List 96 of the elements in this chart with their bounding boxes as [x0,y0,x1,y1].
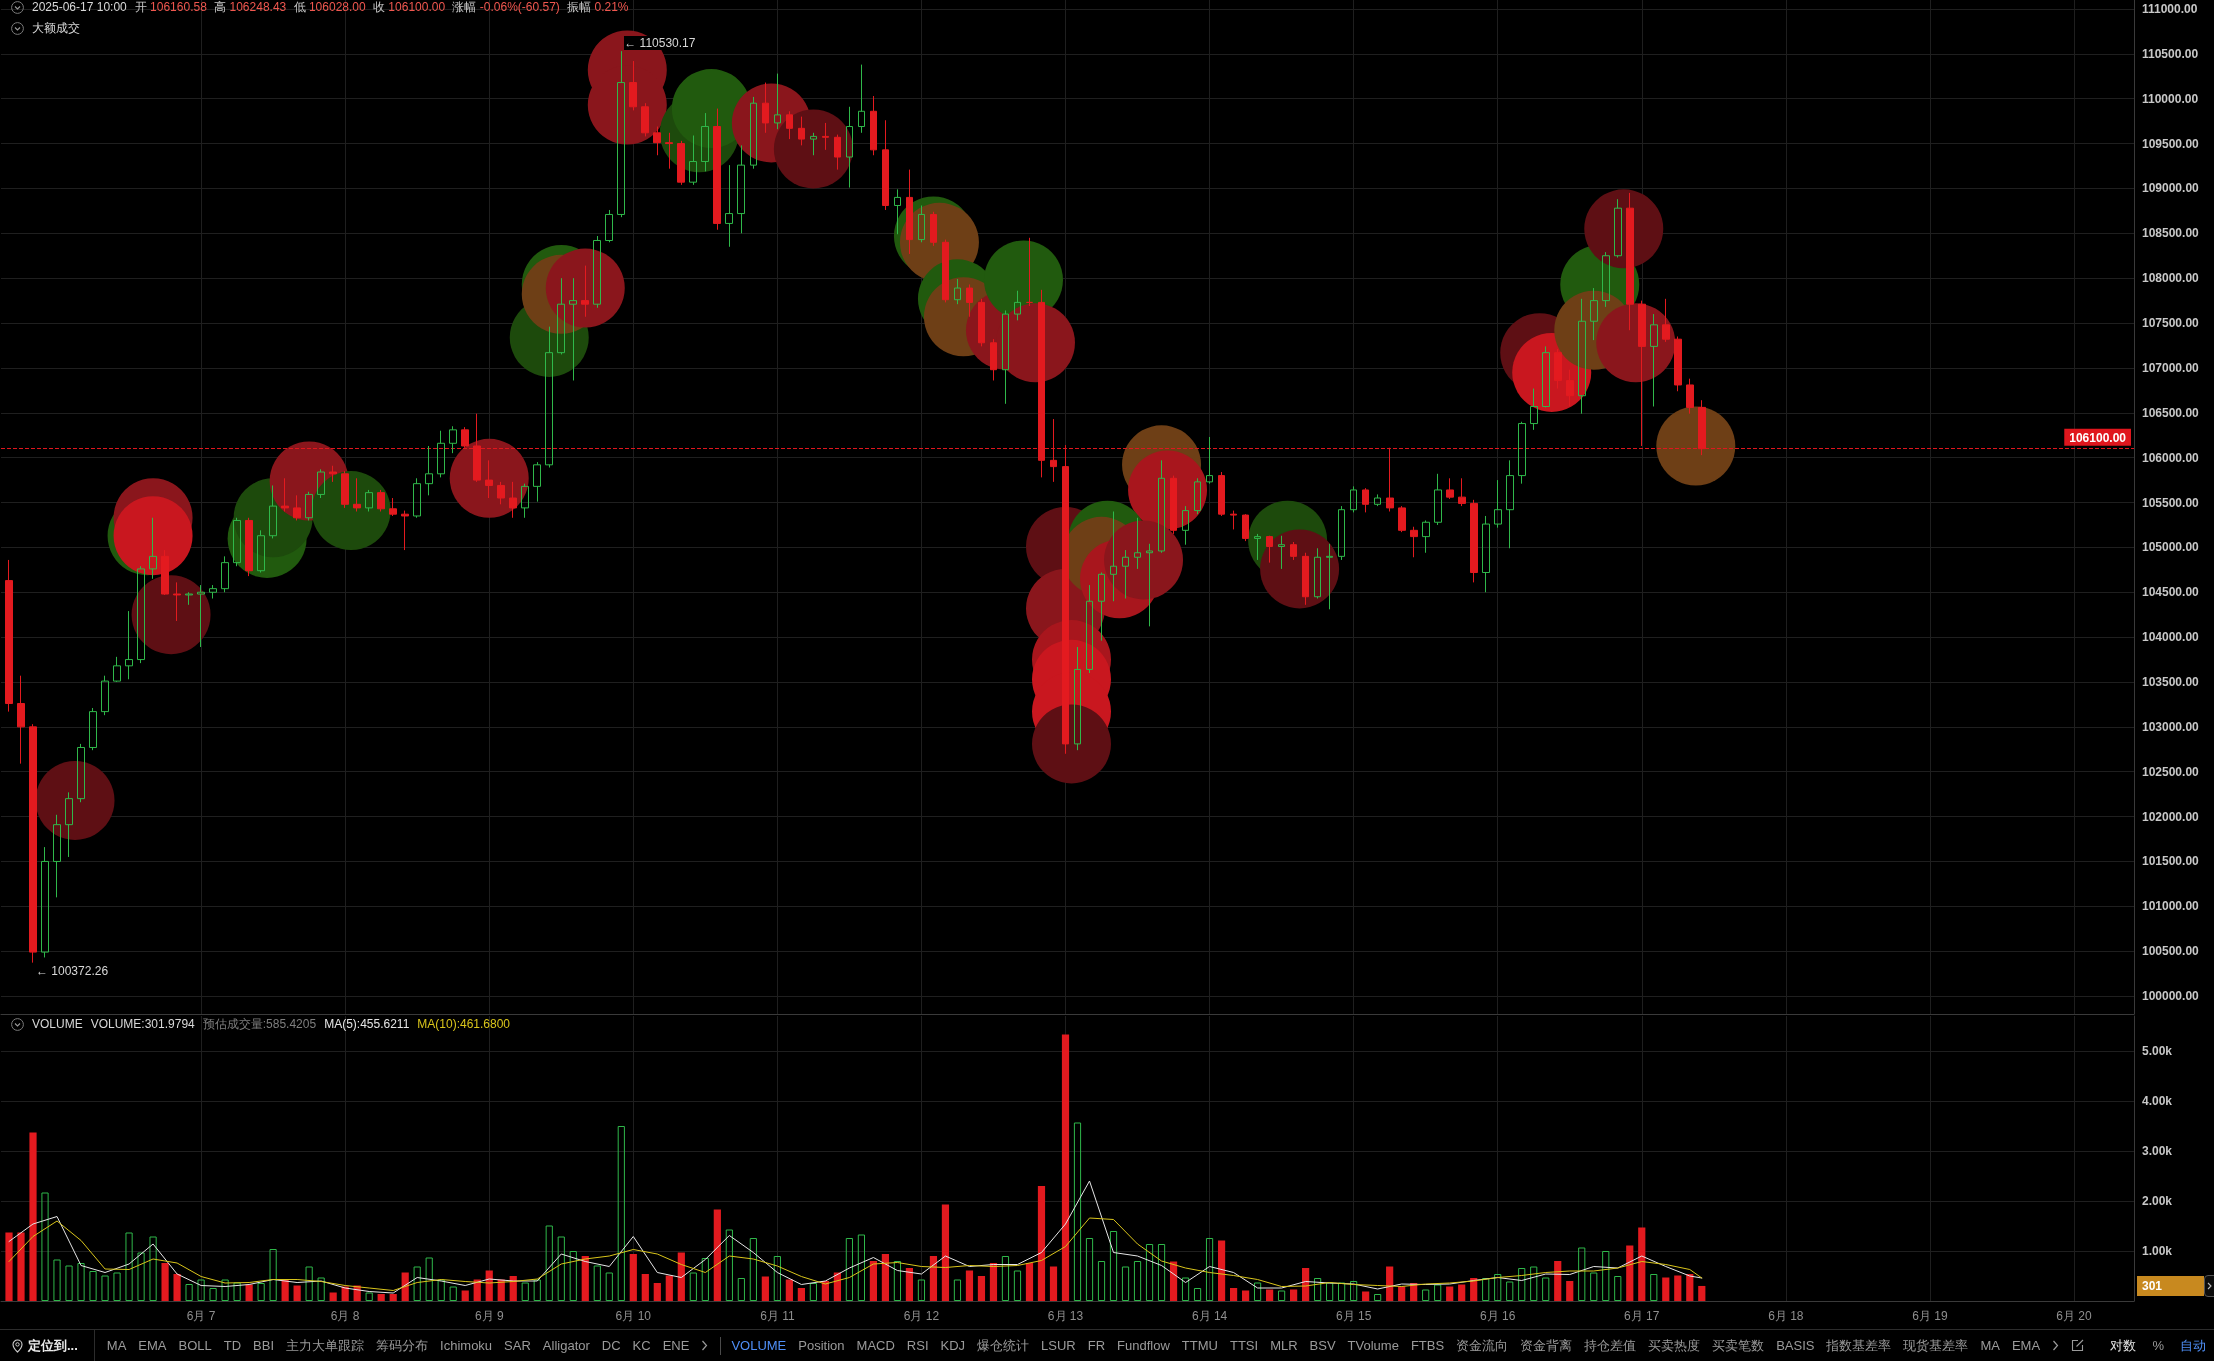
text: Alligator [542,1338,590,1353]
y-tick-label: 101000.00 [2142,899,2200,914]
text: MACD [856,1338,895,1353]
annotation: 预估成交量:585.4205 [202,1017,317,1031]
y-tick-label: 100500.00 [2142,944,2200,959]
text: MA(5):455.6211 [324,1017,410,1031]
y-tick-label: 1.00k [2142,1244,2173,1258]
text: Position [798,1338,845,1353]
annotation: ← 100372.26 [36,963,109,978]
y-tick-label: 101500.00 [2142,854,2200,869]
annotation: VOLUME:301.9794 [90,1017,195,1031]
y-tick-label: 100000.00 [2142,989,2200,1004]
text: ENE [662,1338,690,1353]
text: 资金背离 [1520,1336,1573,1355]
y-tick-label: 105500.00 [2142,495,2200,510]
x-tick-label: 6月 8 [330,1309,360,1323]
text: 对数 [2110,1336,2137,1355]
text: 开 106160.58 高 106248.43 低 106028.00 收 106100.00 涨幅 -0.06%(-60.57) 振幅 0.21% [134,0,629,14]
y-tick-label: 104000.00 [2142,630,2200,645]
y-tick-label: 5.00k [2142,1044,2173,1058]
text: BBI [253,1338,275,1353]
text: SAR [504,1338,531,1353]
x-tick-label: 6月 20 [2056,1309,2092,1323]
text: FR [1087,1338,1106,1353]
text: % [2152,1338,2164,1353]
y-tick-label: 103000.00 [2142,719,2200,734]
y-tick-label: 301 [2142,1278,2163,1293]
y-tick-label: 102000.00 [2142,809,2200,824]
y-tick-label: 109000.00 [2142,181,2200,196]
text: LSUR [1041,1338,1076,1353]
y-tick-label: 108000.00 [2142,271,2200,286]
x-tick-label: 6月 19 [1912,1309,1948,1323]
y-tick-label: 110000.00 [2142,91,2199,106]
text: MLR [1270,1338,1298,1353]
x-tick-label: 6月 12 [903,1309,940,1323]
text: FTBS [1410,1338,1445,1353]
y-tick-label: 103500.00 [2142,674,2200,689]
text: KC [632,1338,651,1353]
y-tick-label: 2.00k [2142,1194,2173,1208]
x-tick-label: 6月 15 [1335,1309,1372,1323]
x-tick-label: 6月 9 [474,1309,504,1323]
text: TTMU [1181,1338,1218,1353]
x-tick-label: 6月 10 [615,1309,652,1323]
x-tick-label: 6月 17 [1624,1309,1660,1323]
x-tick-label: 6月 13 [1047,1309,1084,1323]
y-tick-label: 104500.00 [2142,585,2200,600]
y-tick-label: 109500.00 [2142,136,2200,151]
text: BSV [1309,1338,1336,1353]
y-tick-label: 107500.00 [2142,316,2200,331]
text: 定位到... [28,1336,78,1355]
text: TD [223,1338,242,1353]
y-tick-label: 4.00k [2142,1094,2173,1108]
y-tick-label: 108500.00 [2142,226,2200,241]
chart-title: VOLUME [32,1017,83,1031]
ref-line-label: 106100.00 [2069,430,2127,445]
text: BASIS [1776,1338,1815,1353]
y-tick-label: 105000.00 [2142,540,2200,555]
text: MA(10):461.6800 [417,1017,511,1031]
text: EMA [138,1338,167,1353]
text: RSI [906,1338,929,1353]
text: 买卖笔数 [1712,1336,1765,1355]
x-tick-label: 6月 7 [186,1309,216,1323]
x-tick-label: 6月 18 [1768,1309,1804,1323]
y-tick-label: 102500.00 [2142,764,2200,779]
y-tick-label: 106000.00 [2142,450,2200,465]
text: EMA [2011,1338,2041,1353]
y-tick-label: 3.00k [2142,1144,2173,1158]
text: VOLUME [731,1338,787,1353]
text: MA [1980,1338,2000,1353]
x-tick-label: 6月 11 [760,1309,795,1323]
text: 指数基差率 [1826,1336,1892,1355]
y-tick-label: 107000.00 [2142,360,2200,375]
text: MA [106,1338,127,1353]
y-tick-label: 111000.00 [2142,1,2198,16]
annotation: 大额成交 [32,21,80,35]
x-tick-label: 6月 14 [1191,1309,1228,1323]
y-tick-label: 106500.00 [2142,405,2200,420]
text: DC [601,1338,621,1353]
text: Ichimoku [440,1338,493,1353]
y-tick-label: 110500.00 [2142,46,2199,61]
annotation: ← 110530.17 [624,36,696,51]
text: 持仓差值 [1584,1336,1637,1355]
text: KDJ [940,1338,966,1353]
x-tick-label: 6月 16 [1480,1309,1516,1323]
text: 买卖热度 [1648,1336,1701,1355]
text: 爆仓统计 [977,1336,1030,1355]
text: TVolume [1347,1338,1399,1353]
text: 自动 [2180,1336,2206,1355]
text: 主力大单跟踪 [286,1336,365,1355]
text: Fundflow [1117,1338,1170,1353]
chart-title: 2025-06-17 10:00 [32,0,127,14]
text: 资金流向 [1456,1336,1509,1355]
text: 现货基差率 [1903,1336,1969,1355]
text: BOLL [178,1338,212,1353]
text: TTSI [1229,1338,1259,1353]
text: 筹码分布 [376,1336,429,1355]
